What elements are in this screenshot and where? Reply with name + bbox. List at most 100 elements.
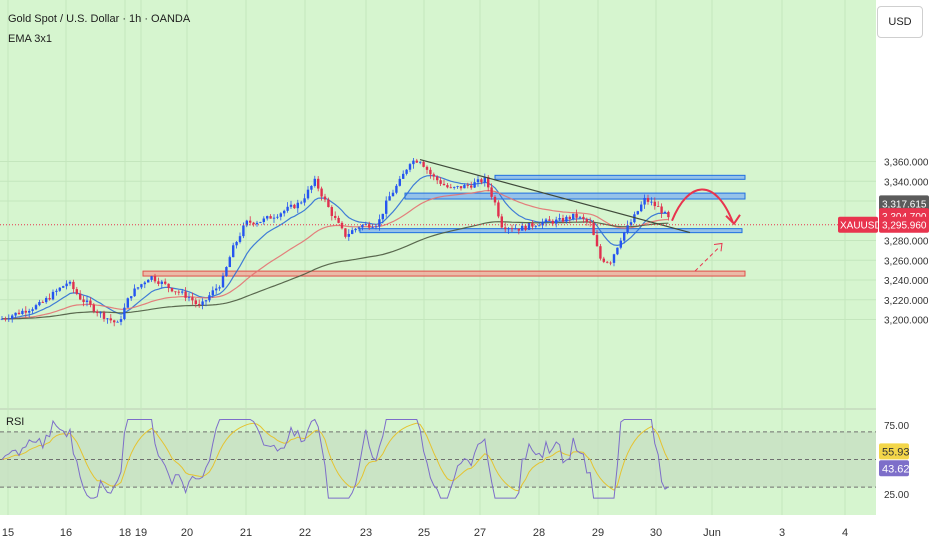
candle-body — [279, 213, 282, 217]
candle-body — [527, 223, 531, 230]
candle-body — [116, 321, 119, 323]
candle-body — [364, 224, 367, 226]
candle-body — [218, 287, 221, 289]
candle-body — [323, 196, 327, 200]
blue-zone — [404, 192, 746, 200]
candle-body — [551, 220, 554, 224]
candle-body — [7, 318, 10, 320]
candle-body — [147, 279, 150, 283]
candle-body — [572, 213, 575, 220]
candle-body — [109, 318, 112, 321]
candle-body — [208, 295, 211, 301]
candle-body — [439, 180, 442, 184]
time-tick-label: 25 — [418, 527, 430, 539]
candle-body — [259, 221, 262, 223]
symbol-tag-label: XAUUSD — [840, 221, 882, 232]
ema-line-2 — [2, 189, 669, 320]
candle-body — [575, 213, 578, 218]
candle-body — [507, 228, 510, 230]
rsi-tick-label: 25.00 — [884, 490, 909, 501]
candle-body — [136, 287, 140, 289]
candle-body — [276, 216, 279, 218]
trend-line — [419, 158, 691, 234]
candle-body — [17, 312, 21, 315]
candle-body — [538, 225, 541, 227]
candle-body — [14, 312, 17, 316]
candle-body — [368, 224, 371, 228]
indicator-label: EMA 3x1 — [8, 33, 53, 45]
candle-body — [119, 319, 123, 322]
blue-zone — [359, 228, 743, 234]
candle-body — [4, 318, 7, 320]
candle-body — [317, 178, 320, 189]
time-tick-label: 22 — [299, 527, 311, 539]
time-tick-label: 4 — [842, 527, 848, 539]
candle-body — [504, 227, 507, 230]
candle-body — [48, 298, 51, 300]
candle-body — [483, 176, 486, 183]
candle-body — [143, 282, 146, 285]
candle-body — [327, 199, 330, 208]
candle-body — [55, 290, 58, 292]
candle-body — [255, 222, 259, 225]
currency-button[interactable]: USD — [877, 6, 923, 38]
candle-body — [544, 219, 548, 223]
candle-body — [402, 173, 405, 179]
candle-body — [191, 297, 194, 301]
time-tick-label: 20 — [181, 527, 193, 539]
symbol-tag — [838, 216, 878, 233]
candle-body — [609, 262, 612, 264]
candle-body — [374, 226, 378, 228]
candle-body — [296, 202, 299, 209]
candle-body — [395, 185, 398, 193]
candle-body — [65, 283, 68, 287]
projection-arrow-main — [671, 188, 734, 224]
candle-body — [653, 201, 656, 207]
rsi-line — [1, 418, 669, 499]
candle-body — [667, 211, 670, 218]
candle-body — [500, 216, 503, 228]
candle-body — [133, 288, 136, 297]
candle-body — [646, 197, 650, 202]
candle-body — [524, 225, 527, 230]
candle-body — [300, 202, 303, 204]
time-tick-label: 18 — [119, 527, 131, 539]
candle-body — [541, 222, 544, 226]
candle-body — [534, 226, 537, 228]
candle-body — [592, 222, 595, 236]
candle-body — [306, 189, 310, 199]
candle-body — [123, 307, 126, 320]
time-tick-label: 28 — [533, 527, 545, 539]
candle-body — [415, 160, 418, 163]
candle-body — [408, 164, 412, 170]
candle-body — [283, 210, 286, 214]
candle-body — [612, 254, 616, 263]
candle-body — [99, 312, 102, 314]
time-tick-label: 21 — [240, 527, 252, 539]
candle-body — [51, 291, 55, 300]
candle-body — [0, 318, 4, 320]
candle-body — [514, 228, 517, 230]
candle-body — [272, 217, 276, 219]
red-zone — [142, 270, 746, 277]
candle-body — [75, 289, 78, 294]
candle-body — [578, 216, 582, 218]
candle-body — [425, 166, 429, 170]
candle-body — [548, 219, 551, 221]
rsi-ma-line — [1, 422, 669, 492]
candle-body — [45, 298, 48, 303]
candle-body — [211, 290, 214, 296]
candle-body — [150, 276, 153, 280]
candle-body — [371, 227, 374, 229]
candle-body — [293, 204, 296, 209]
candle-body — [432, 174, 435, 177]
candle-body — [201, 301, 204, 306]
price-tick-label: 3,360.000 — [884, 158, 929, 169]
candle-body — [286, 206, 289, 211]
candle-body — [157, 281, 160, 284]
price-pane-bg — [0, 0, 876, 408]
candle-body — [21, 310, 24, 315]
candle-body — [633, 214, 636, 223]
